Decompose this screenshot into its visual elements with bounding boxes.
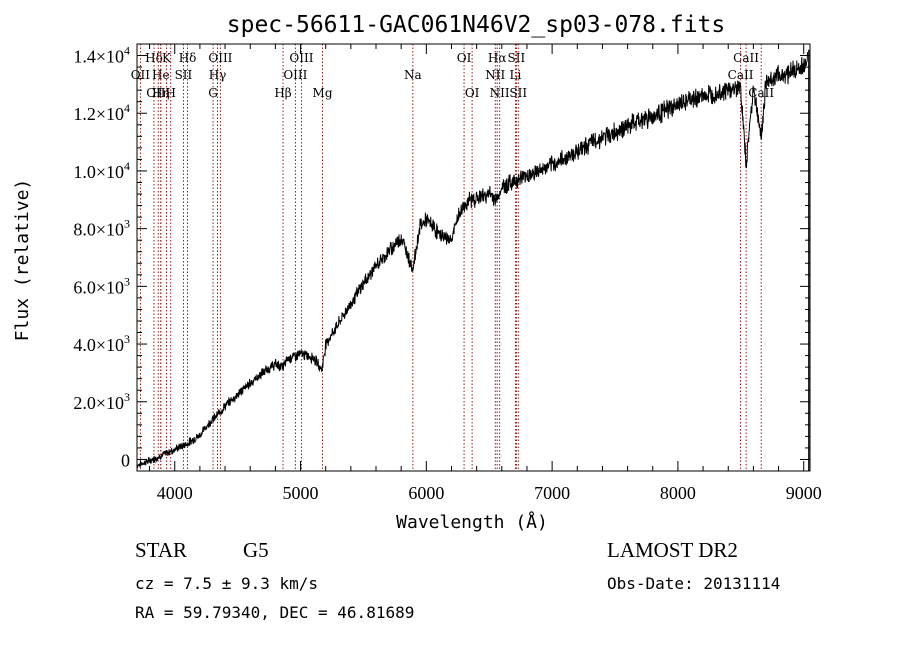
line-marker-label-19: Hα	[488, 51, 507, 65]
object-subclass: G5	[243, 538, 269, 562]
line-marker-label-5: K	[162, 51, 172, 65]
y-tick-label-4000: 4.0×103	[73, 332, 130, 355]
y-tick-mantissa: 6.0×10	[73, 277, 124, 297]
y-tick-exponent: 3	[124, 217, 130, 231]
line-marker-label-18: OI	[465, 86, 480, 100]
y-tick-mantissa: 8.0×10	[73, 220, 124, 240]
y-tick-label-2000: 2.0×103	[73, 390, 130, 413]
y-tick-label-8000: 8.0×103	[73, 217, 130, 240]
y-tick-label-12000: 1.2×104	[73, 101, 130, 124]
y-tick-mantissa: 0	[121, 450, 130, 470]
line-marker-label-15: Mg	[313, 86, 333, 100]
line-marker-label-22: SII	[508, 51, 526, 65]
line-marker-label-12: OIII	[289, 51, 313, 65]
line-marker-label-9: OIII	[208, 51, 232, 65]
line-marker-label-3: He	[152, 68, 170, 82]
y-tick-exponent: 3	[124, 332, 130, 346]
line-marker-label-24: SII	[509, 86, 527, 100]
line-marker-label-11: G	[208, 86, 218, 100]
survey-name: LAMOST DR2	[607, 538, 738, 562]
plot-frame	[136, 43, 811, 472]
line-marker-label-0: Hδ	[145, 51, 163, 65]
spectrum	[136, 49, 810, 471]
line-marker-label-1: OII	[131, 68, 151, 82]
y-tick-label-10000: 1.0×104	[73, 159, 130, 182]
spectrum-line	[136, 52, 808, 469]
y-tick-exponent: 4	[124, 101, 130, 115]
y-tick-exponent: 4	[124, 159, 130, 173]
x-tick-label-7000: 7000	[534, 483, 570, 503]
redshift-cz: cz = 7.5 ± 9.3 km/s	[135, 574, 319, 593]
y-axis-label: Flux (relative)	[12, 179, 33, 342]
line-marker-label-25: CaII	[733, 51, 759, 65]
observation-date: Obs-Date: 20131114	[607, 574, 781, 593]
line-marker-label-7: H	[165, 86, 175, 100]
line-marker-label-4: Hη	[152, 86, 170, 100]
y-tick-mantissa: 1.0×10	[73, 162, 124, 182]
line-marker-label-8: Hδ	[179, 51, 197, 65]
line-marker-label-10: Hγ	[209, 68, 227, 82]
y-tick-mantissa: 2.0×10	[73, 393, 124, 413]
y-tick-exponent: 4	[124, 44, 130, 58]
y-tick-mantissa: 1.4×10	[73, 47, 124, 67]
ra-dec-coordinates: RA = 59.79340, DEC = 46.81689	[135, 603, 415, 622]
line-marker-label-13: OIII	[283, 68, 307, 82]
line-marker-label-23: Li	[509, 68, 521, 82]
line-marker-label-6: SII	[175, 68, 193, 82]
y-tick-mantissa: 4.0×10	[73, 335, 124, 355]
axes: 4000 5000 6000 7000 8000 900002.0×1034.0×1036…	[73, 43, 822, 503]
y-tick-exponent: 3	[124, 274, 130, 288]
line-marker-label-26: CaII	[728, 68, 754, 82]
line-marker-label-20: NII	[485, 68, 505, 82]
chart-title: spec-56611-GAC061N46V2_sp03-078.fits	[227, 12, 726, 38]
x-tick-label-6000: 6000	[408, 483, 444, 503]
x-tick-label-5000: 5000	[283, 483, 319, 503]
line-marker-label-2: OIII	[146, 86, 170, 100]
line-marker-label-17: OI	[457, 51, 472, 65]
y-tick-label-6000: 6.0×103	[73, 274, 130, 297]
line-marker-label-16: Na	[404, 68, 422, 82]
x-tick-label-8000: 8000	[660, 483, 696, 503]
y-tick-mantissa: 1.2×10	[73, 104, 124, 124]
object-class: STAR	[135, 538, 187, 562]
y-tick-label-0: 0	[121, 450, 130, 470]
line-marker-label-21: NII	[490, 86, 510, 100]
line-marker-label-14: Hβ	[274, 86, 291, 100]
x-axis-label: Wavelength (Å)	[396, 511, 548, 533]
x-tick-label-9000: 9000	[786, 483, 822, 503]
y-tick-label-14000: 1.4×104	[73, 44, 130, 67]
x-tick-label-4000: 4000	[157, 483, 193, 503]
y-tick-exponent: 3	[124, 390, 130, 404]
